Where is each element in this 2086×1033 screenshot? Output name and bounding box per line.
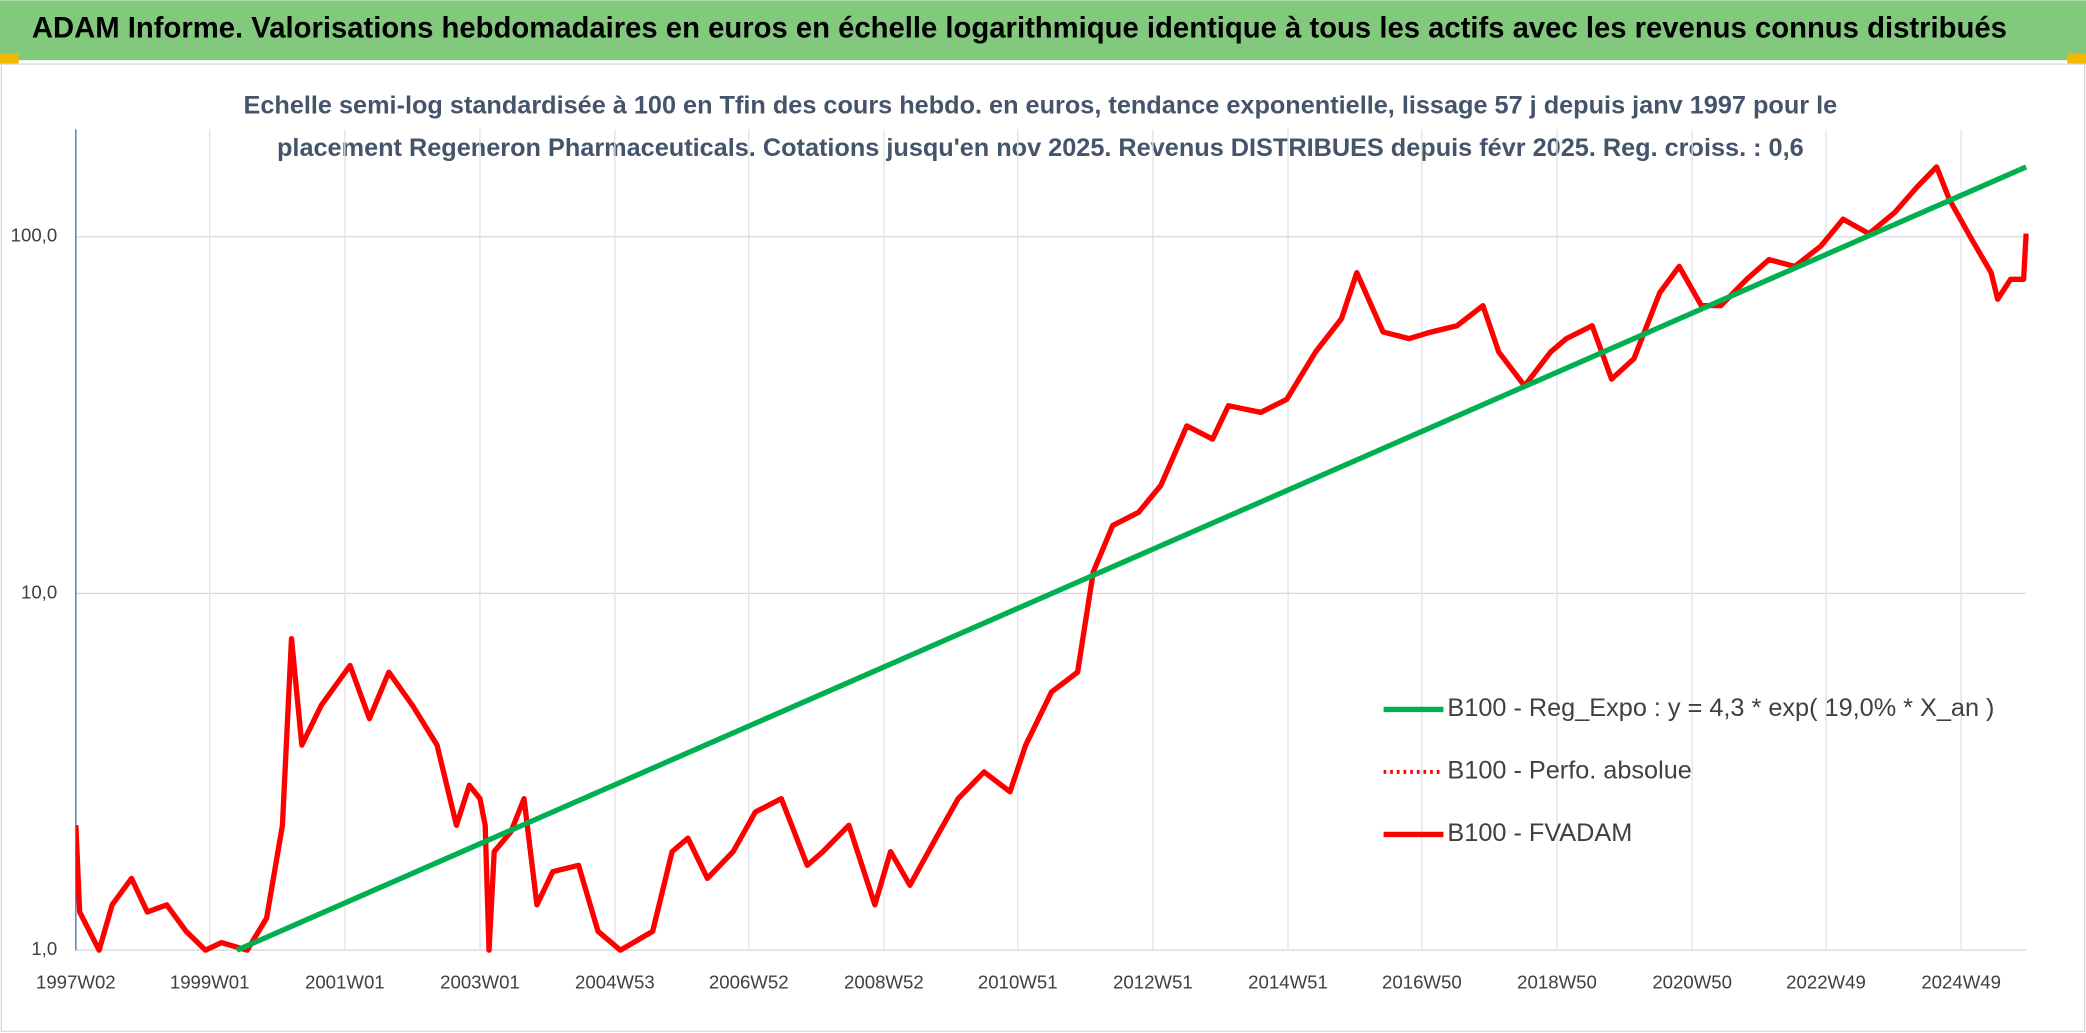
title-bar — [0, 0, 2086, 61]
series-line — [75, 164, 2029, 953]
x-tick-label: 2006W52 — [709, 971, 789, 992]
grid — [75, 129, 2027, 951]
chart-subtitle: Echelle semi-log standardisée à 100 en T… — [243, 91, 1837, 119]
legend-label: B100 - Reg_Expo : y = 4,3 * exp( 19,0% *… — [1447, 694, 1994, 722]
axis-labels: 1,0 10,0 100,0 1997W02 1999W01 2001W01 2003W01… — [11, 225, 2001, 993]
x-tick-label: 2003W01 — [440, 971, 520, 992]
x-tick-label: 2014W51 — [1248, 971, 1328, 992]
x-tick-label: 2016W50 — [1382, 971, 1462, 992]
y-tick-label: 100,0 — [11, 225, 58, 246]
chart-title: ADAM Informe. Valorisations hebdomadaire… — [32, 12, 2007, 44]
plot — [75, 164, 2029, 953]
x-tick-label: 2024W49 — [1921, 971, 2001, 992]
x-tick-label: 1999W01 — [170, 971, 250, 992]
legend-label: B100 - FVADAM — [1447, 819, 1632, 847]
x-tick-label: 2004W53 — [575, 971, 655, 992]
x-tick-label: 2020W50 — [1652, 971, 1732, 992]
y-tick-label: 10,0 — [21, 581, 57, 602]
x-tick-label: 2012W51 — [1113, 971, 1193, 992]
legend: B100 - Reg_Expo : y = 4,3 * exp( 19,0% *… — [1383, 694, 1994, 847]
corner — [0, 53, 19, 65]
x-tick-label: 2008W52 — [844, 971, 924, 992]
series-line — [235, 164, 2028, 953]
x-tick-label: 2018W50 — [1517, 971, 1597, 992]
x-tick-label: 2010W51 — [978, 971, 1058, 992]
corner — [2067, 53, 2086, 65]
x-tick-label: 2001W01 — [305, 971, 385, 992]
frame — [0, 63, 2086, 1033]
legend-label: B100 - Perfo. absolue — [1447, 757, 1691, 785]
y-tick-label: 1,0 — [31, 938, 57, 959]
chart-subtitle: placement Regeneron Pharmaceuticals. Cot… — [277, 134, 1804, 162]
x-tick-label: 1997W02 — [36, 971, 116, 992]
x-tick-label: 2022W49 — [1786, 971, 1866, 992]
